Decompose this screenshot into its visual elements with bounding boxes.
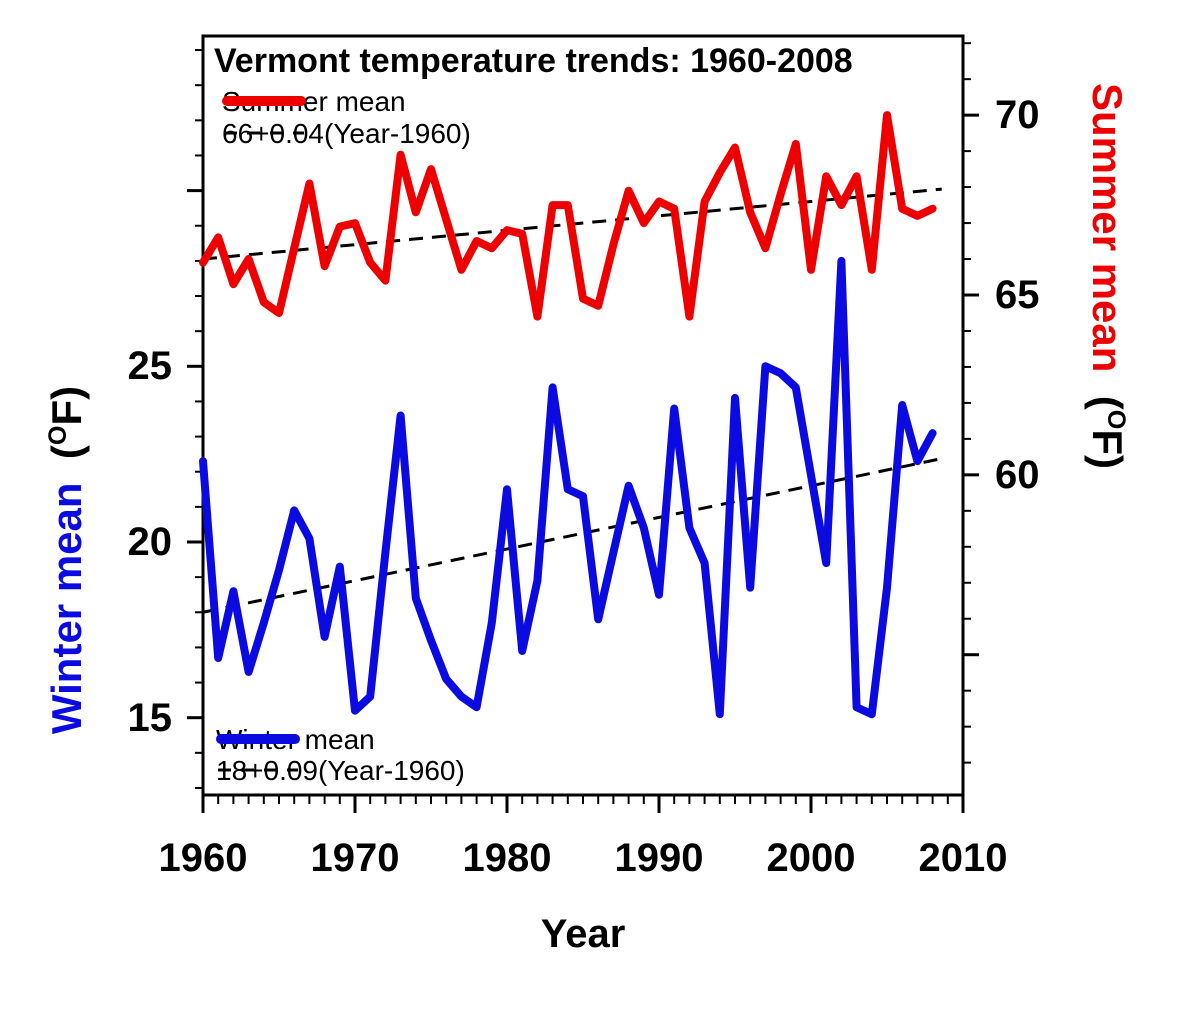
left-axis-unit: (OF) [43, 385, 90, 460]
winter-trend-line [202, 457, 943, 614]
winter-line [199, 256, 937, 719]
left-tick-label: 25 [127, 344, 173, 389]
summer-line-swatch [222, 96, 306, 106]
x-axis-title: Year [540, 912, 626, 956]
winter-line-swatch [216, 734, 300, 744]
x-tick-label: 1960 [158, 836, 248, 880]
legend-summer-line: Summer mean [222, 88, 406, 116]
x-tick-label: 2000 [766, 836, 856, 880]
right-tick-label: 65 [995, 272, 1040, 317]
winter-trend-label: 18+0.09(Year-1960) [216, 755, 465, 786]
x-tick-label: 1970 [310, 836, 400, 880]
chart-title: Vermont temperature trends: 1960-2008 [214, 42, 853, 80]
summer-trend-swatch [224, 131, 304, 135]
summer-line [199, 111, 937, 321]
legend-summer-trend: 66+0.04(Year-1960) [222, 120, 471, 148]
right-tick-label: 60 [995, 452, 1040, 497]
x-tick-label: 2010 [918, 836, 1008, 880]
left-tick-label: 20 [127, 520, 173, 564]
left-tick-label: 15 [127, 695, 173, 740]
x-tick-label: 1980 [462, 836, 552, 880]
winter-trend-swatch [218, 768, 298, 772]
legend-winter-line: Winter mean [216, 726, 375, 754]
x-tick-label: 1990 [614, 836, 704, 880]
right-tick-label: 70 [995, 93, 1040, 138]
legend-winter-trend: 18+0.09(Year-1960) [216, 757, 465, 785]
summer-trend-label: 66+0.04(Year-1960) [222, 118, 471, 149]
